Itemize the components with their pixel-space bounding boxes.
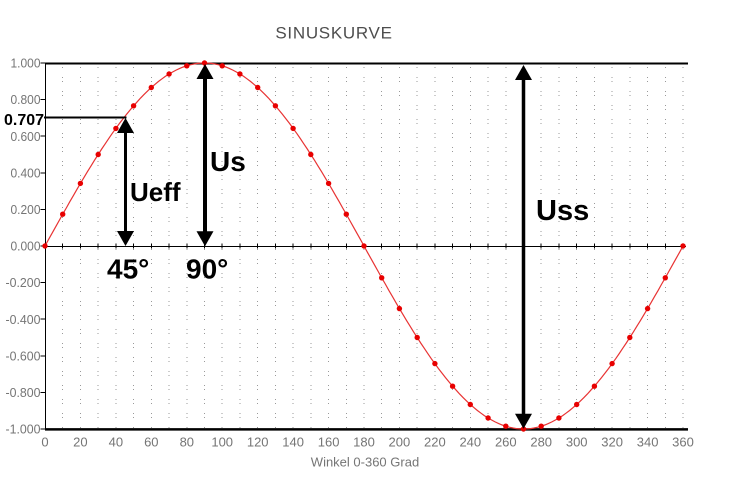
svg-text:0.707: 0.707 <box>4 112 44 129</box>
svg-text:20: 20 <box>73 435 87 450</box>
svg-text:Ueff: Ueff <box>130 177 181 207</box>
svg-text:280: 280 <box>530 435 552 450</box>
svg-text:90°: 90° <box>186 253 228 284</box>
svg-text:0: 0 <box>41 435 48 450</box>
svg-text:Winkel 0-360 Grad: Winkel 0-360 Grad <box>311 455 419 470</box>
svg-text:180: 180 <box>353 435 375 450</box>
svg-text:-0.800: -0.800 <box>6 385 41 400</box>
svg-text:0.600: 0.600 <box>11 129 41 144</box>
svg-text:340: 340 <box>637 435 659 450</box>
svg-text:0.200: 0.200 <box>11 202 41 217</box>
svg-text:260: 260 <box>495 435 517 450</box>
svg-text:Uss: Uss <box>536 195 589 227</box>
svg-text:80: 80 <box>180 435 194 450</box>
svg-text:-0.200: -0.200 <box>6 275 41 290</box>
svg-text:100: 100 <box>211 435 233 450</box>
svg-text:0.800: 0.800 <box>11 92 41 107</box>
svg-text:200: 200 <box>389 435 411 450</box>
svg-text:-1.000: -1.000 <box>6 422 41 437</box>
svg-text:140: 140 <box>282 435 304 450</box>
svg-text:45°: 45° <box>107 253 149 284</box>
svg-text:120: 120 <box>247 435 269 450</box>
svg-text:220: 220 <box>424 435 446 450</box>
svg-text:Us: Us <box>210 146 246 177</box>
svg-text:240: 240 <box>459 435 481 450</box>
svg-text:320: 320 <box>601 435 623 450</box>
svg-text:360: 360 <box>672 435 694 450</box>
svg-text:0.000: 0.000 <box>11 239 41 254</box>
svg-text:-0.600: -0.600 <box>6 348 41 363</box>
svg-text:40: 40 <box>109 435 123 450</box>
svg-text:SINUSKURVE: SINUSKURVE <box>275 23 392 42</box>
svg-text:-0.400: -0.400 <box>6 312 41 327</box>
svg-text:0.400: 0.400 <box>11 165 41 180</box>
svg-text:300: 300 <box>566 435 588 450</box>
svg-text:1.000: 1.000 <box>11 56 41 71</box>
svg-text:160: 160 <box>318 435 340 450</box>
svg-text:60: 60 <box>144 435 158 450</box>
